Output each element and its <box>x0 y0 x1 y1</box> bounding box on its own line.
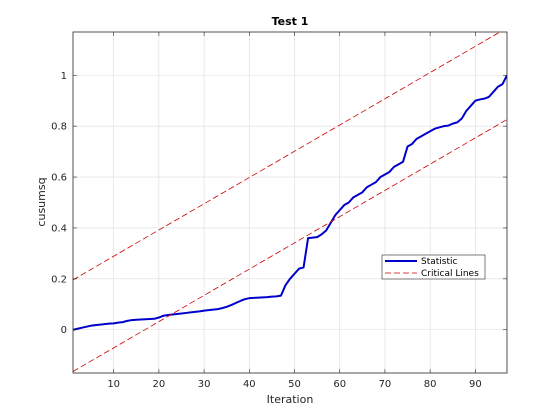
x-tick-label: 60 <box>333 379 346 390</box>
y-tick-label: 0.8 <box>51 122 67 133</box>
tick-labels: 10 20 30 40 50 60 70 80 90 0 0.2 0.4 0.6 0.8 1 <box>51 71 482 390</box>
plot-area <box>73 32 507 373</box>
x-tick-label: 30 <box>198 379 211 390</box>
chart-title: Test 1 <box>272 15 309 28</box>
x-tick-label: 80 <box>424 379 437 390</box>
series-critical-upper <box>73 32 501 281</box>
plot-frame <box>72 31 508 374</box>
legend: Statistic Critical Lines <box>381 254 486 280</box>
x-tick-label: 20 <box>153 379 166 390</box>
series-layer <box>73 32 507 372</box>
x-tick-label: 90 <box>469 379 482 390</box>
y-axis-label: cusumsq <box>35 177 48 226</box>
legend-box <box>381 254 486 280</box>
legend-label-critical-lines: Critical Lines <box>421 269 479 279</box>
y-tick-label: 0.2 <box>51 274 67 285</box>
x-tick-label: 10 <box>107 379 120 390</box>
legend-label-statistic: Statistic <box>421 257 458 267</box>
y-tick-label: 0.4 <box>51 223 67 234</box>
x-axis-label: Iteration <box>267 393 314 406</box>
x-tick-label: 70 <box>379 379 392 390</box>
x-tick-label: 50 <box>288 379 301 390</box>
y-tick-label: 0.6 <box>51 173 67 184</box>
x-tick-label: 40 <box>243 379 256 390</box>
y-tick-label: 1 <box>61 71 67 82</box>
ticks <box>73 32 507 373</box>
series-critical-lower <box>73 119 507 372</box>
series-statistic <box>73 74 507 331</box>
y-tick-label: 0 <box>61 325 67 336</box>
